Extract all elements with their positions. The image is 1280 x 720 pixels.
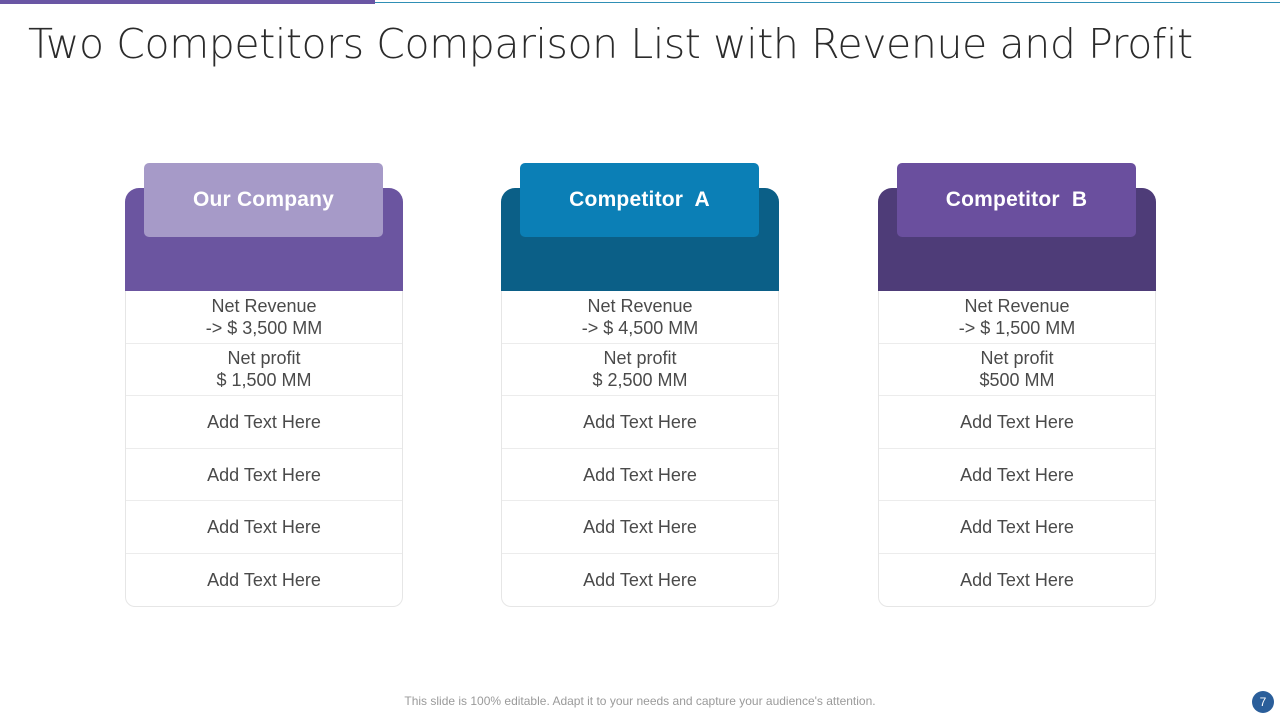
list-item: Add Text Here [502,396,778,449]
list-item: Net Revenue -> $ 3,500 MM [126,291,402,344]
row-label: Add Text Here [207,464,321,485]
card-list: Net Revenue -> $ 4,500 MM Net profit $ 2… [501,291,779,607]
card-heading: Competitor B [897,163,1136,237]
card-heading: Competitor A [520,163,759,237]
row-label: Net Revenue [964,295,1070,316]
card-competitor-a: Competitor A Net Revenue -> $ 4,500 MM N… [501,163,779,607]
row-label: Add Text Here [207,570,321,591]
list-item: Net Revenue -> $ 4,500 MM [502,291,778,344]
list-item: Net profit $500 MM [879,344,1155,397]
row-label: Net profit [227,348,301,369]
card-list: Net Revenue -> $ 3,500 MM Net profit $ 1… [125,291,403,607]
page-number-badge: 7 [1252,691,1274,713]
row-value: $ 2,500 MM [592,370,688,391]
card-list: Net Revenue -> $ 1,500 MM Net profit $50… [878,291,1156,607]
list-item: Net profit $ 1,500 MM [126,344,402,397]
row-label: Net Revenue [587,295,693,316]
row-label: Add Text Here [583,517,697,538]
row-label: Add Text Here [960,464,1074,485]
row-label: Net profit [980,348,1054,369]
row-value: -> $ 4,500 MM [581,317,699,338]
row-label: Add Text Here [583,411,697,432]
list-item: Net profit $ 2,500 MM [502,344,778,397]
list-item: Add Text Here [879,449,1155,502]
row-value: $ 1,500 MM [216,370,312,391]
row-value: -> $ 3,500 MM [205,317,323,338]
list-item: Add Text Here [126,501,402,554]
top-accent-line [375,2,1280,3]
row-label: Add Text Here [583,464,697,485]
list-item: Add Text Here [879,501,1155,554]
list-item: Add Text Here [502,554,778,606]
row-label: Add Text Here [960,570,1074,591]
list-item: Add Text Here [126,554,402,606]
row-label: Add Text Here [207,517,321,538]
list-item: Net Revenue -> $ 1,500 MM [879,291,1155,344]
list-item: Add Text Here [126,396,402,449]
list-item: Add Text Here [126,449,402,502]
card-competitor-b: Competitor B Net Revenue -> $ 1,500 MM N… [878,163,1156,607]
card-our-company: Our Company Net Revenue -> $ 3,500 MM Ne… [125,163,403,607]
row-label: Add Text Here [960,411,1074,432]
row-label: Add Text Here [960,517,1074,538]
footer-note: This slide is 100% editable. Adapt it to… [404,694,876,708]
row-label: Net profit [603,348,677,369]
card-heading: Our Company [144,163,383,237]
top-accent-bar [0,0,375,4]
row-value: -> $ 1,500 MM [958,317,1076,338]
list-item: Add Text Here [502,501,778,554]
row-value: $500 MM [979,370,1055,391]
row-label: Net Revenue [211,295,317,316]
list-item: Add Text Here [502,449,778,502]
list-item: Add Text Here [879,396,1155,449]
slide-title: Two Competitors Comparison List with Rev… [28,20,1193,68]
row-label: Add Text Here [207,411,321,432]
list-item: Add Text Here [879,554,1155,606]
row-label: Add Text Here [583,570,697,591]
